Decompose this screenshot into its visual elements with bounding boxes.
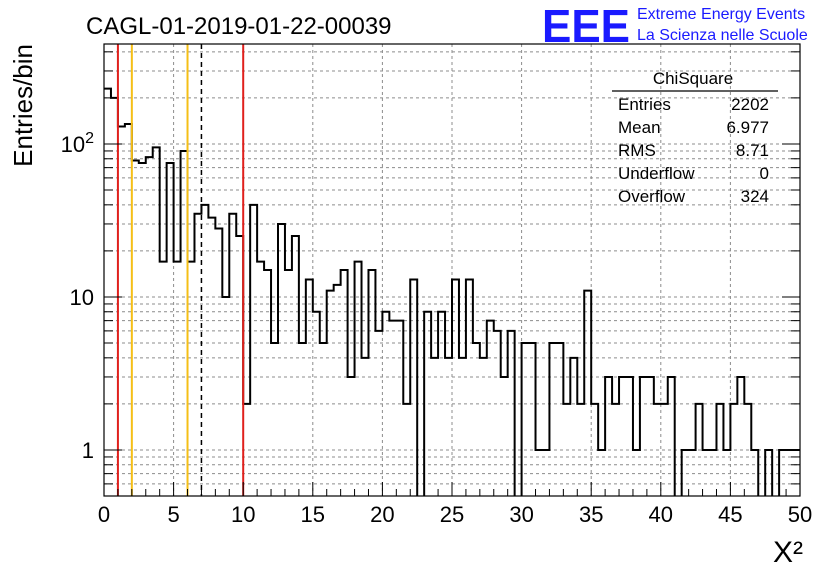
x-tick-label: 15 (301, 502, 325, 527)
axis-ticks (103, 51, 801, 497)
histogram (104, 87, 800, 496)
x-tick-label: 0 (98, 502, 110, 527)
axis-tick-labels: 0 5 10 15 20 25 30 35 40 45 50 1 10 102 (61, 130, 813, 527)
x-tick-label: 20 (370, 502, 394, 527)
y-tick-label: 1 (82, 438, 94, 463)
x-tick-label: 35 (579, 502, 603, 527)
x-tick-label: 5 (167, 502, 179, 527)
stats-row-label: RMS (618, 141, 656, 160)
stats-box: ChiSquare Entries 2202 Mean 6.977 RMS 8.71 Und… (612, 69, 778, 206)
stats-row-label: Underflow (618, 164, 695, 183)
x-tick-label: 10 (231, 502, 255, 527)
stats-row-value: 8.71 (736, 141, 769, 160)
stats-row-value: 6.977 (726, 118, 769, 137)
y-axis-label: Entries/bin (8, 44, 38, 167)
run-title: CAGL-01-2019-01-22-00039 (86, 13, 392, 40)
logo-line-2: La Scienza nelle Scuole (637, 27, 808, 44)
stats-row-value: 0 (760, 164, 769, 183)
x-axis-label: X² (773, 536, 803, 569)
logo-line-1: Extreme Energy Events (637, 6, 805, 23)
x-tick-label: 50 (788, 502, 812, 527)
y-tick-label: 10 (70, 285, 94, 310)
stats-title: ChiSquare (653, 69, 733, 88)
stats-row-value: 324 (741, 187, 769, 206)
x-tick-label: 45 (718, 502, 742, 527)
x-tick-label: 25 (440, 502, 464, 527)
stats-row-value: 2202 (731, 95, 769, 114)
eee-logo: EEE (542, 0, 630, 52)
stats-rows: Entries 2202 Mean 6.977 RMS 8.71 Underflow 0 Ove… (618, 95, 769, 206)
x-tick-label: 40 (649, 502, 673, 527)
y-tick-label: 102 (61, 130, 94, 157)
stats-row-label: Overflow (618, 187, 686, 206)
stats-row-label: Mean (618, 118, 661, 137)
stats-row-label: Entries (618, 95, 671, 114)
x-tick-label: 30 (509, 502, 533, 527)
histogram-steps (104, 87, 800, 496)
threshold-lines (116, 44, 245, 496)
